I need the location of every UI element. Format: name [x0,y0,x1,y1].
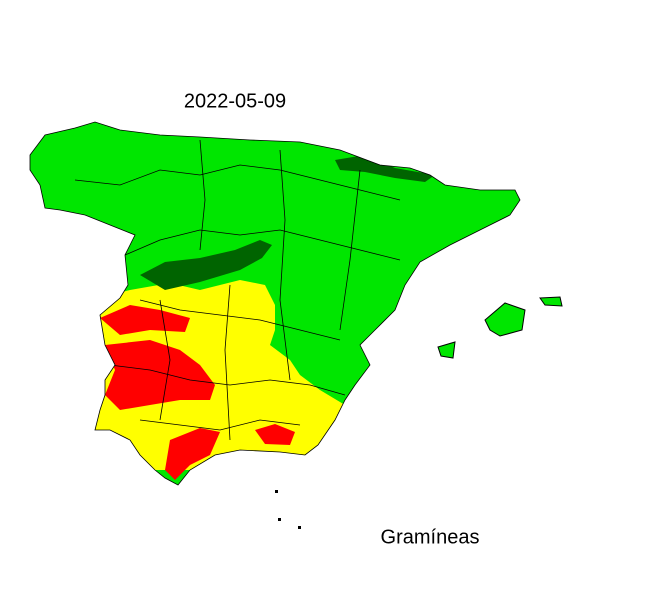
ibiza [437,341,456,359]
islet [278,518,281,521]
islet [298,526,301,529]
high-zone [255,424,295,445]
coastline [29,121,521,486]
islet [275,490,278,493]
high-zone [100,305,190,335]
high-zone [165,428,220,480]
low-dense-zone [335,155,435,182]
mallorca [484,302,526,337]
high-zone [105,340,215,410]
map-label: Gramíneas [381,526,480,548]
menorca [539,296,563,307]
low-dense-zone [140,240,272,290]
map-date: 2022-05-09 [184,90,286,112]
